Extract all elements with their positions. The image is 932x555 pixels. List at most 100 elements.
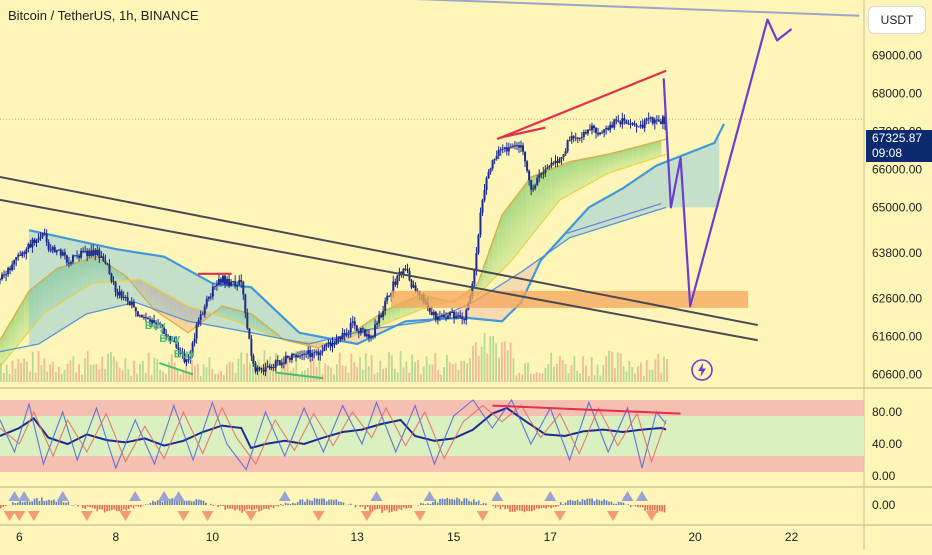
volume-bar [200,376,202,382]
volume-bar [420,374,422,382]
candle-body [658,120,660,122]
ma-ribbon-segment [599,155,604,178]
oscillator-bar [282,505,284,506]
candle-body [29,244,31,247]
oscillator-bar [41,497,43,505]
candle-body [567,140,569,151]
candle-body [127,297,129,301]
oscillator-bar [133,505,135,508]
volume-bar [310,360,312,382]
ma-ribbon-segment [570,161,575,195]
volume-bar [484,333,486,382]
volume-bar [547,364,549,382]
candle-body [490,168,492,172]
oscillator-bar [51,500,53,505]
oscillator-bar [620,502,622,505]
volume-bar [562,360,564,382]
oscillator-bar [265,505,267,509]
oscillator-bar [273,505,275,508]
candle-body [404,269,406,270]
candle-body [123,297,125,298]
oscillator-bar [186,501,188,505]
candle-body [366,334,368,336]
time-tick-label: 17 [544,530,558,544]
oscillator-bar [333,500,335,505]
candle-body [143,317,145,318]
cloud-segment [237,286,242,331]
oscillator-bar [239,505,241,511]
oscillator-bar [270,505,272,507]
candle-body [595,128,597,133]
lightning-icon[interactable] [690,358,714,382]
candle-body [358,331,360,333]
oscillator-bar [536,505,538,508]
candle-body [31,240,33,248]
candle-body [283,363,285,364]
volume-bar [379,361,381,382]
oscillator-bar [68,502,70,505]
cloud-segment [690,150,695,207]
ma-ribbon-segment [618,150,623,170]
candle-body [137,311,139,316]
candle-body [386,296,388,301]
volume-bar [487,354,489,382]
volume-bar [599,376,601,382]
ma-ribbon-segment [550,168,555,212]
oscillator-bar [171,498,173,505]
oscillator-bar [249,505,251,509]
ma-ribbon-segment [545,169,550,218]
candle-body [212,287,214,297]
volume-bar [38,351,40,382]
oscillator-bar [430,504,432,505]
currency-button[interactable]: USDT [868,6,926,34]
candle-body [609,125,611,130]
oscillator-bar [331,499,333,505]
candle-body [228,279,230,286]
volume-bar [449,362,451,382]
buy-signal-label: Buy [159,333,181,345]
candle-body [234,281,236,286]
volume-bar [620,353,622,382]
oscillator-bar [39,501,41,505]
oscillator-bar [227,505,229,508]
oscillator-bar [316,499,318,505]
buy-signal-label: Buy [145,320,167,332]
candle-body [502,149,504,150]
candle-body [593,126,595,128]
candle-body [530,180,532,189]
volume-bar [327,366,329,382]
volume-bar [151,375,153,382]
candle-body [372,336,374,337]
ma-ribbon-segment [565,162,570,197]
oscillator-bar [193,501,195,505]
oscillator-bar [217,505,219,507]
candle-body [321,351,323,353]
candle-body [220,279,222,283]
candle-body [210,297,212,298]
candle-body [40,237,42,239]
volume-bar [521,375,523,382]
volume-bar [403,367,405,382]
candle-body [565,151,567,154]
cloud-segment [608,194,613,226]
candle-body [273,367,275,368]
candle-body [125,297,127,298]
oscillator-bar [495,505,497,508]
volume-bar [463,361,465,382]
candle-body [329,342,331,346]
oscillator-bar [524,505,526,512]
volume-bar [249,363,251,382]
candle-body [21,252,23,255]
volume-bar [382,369,384,382]
cloud-segment [261,296,266,335]
oscillator-bar [401,505,403,510]
volume-bar [203,364,205,382]
volume-bar [26,361,28,382]
volume-bar [52,362,54,382]
ma-ribbon-segment [608,153,613,173]
volume-bar [501,342,503,382]
candle-body [275,361,277,368]
oscillator-bar [449,499,451,505]
oscillator-bar [302,499,304,505]
